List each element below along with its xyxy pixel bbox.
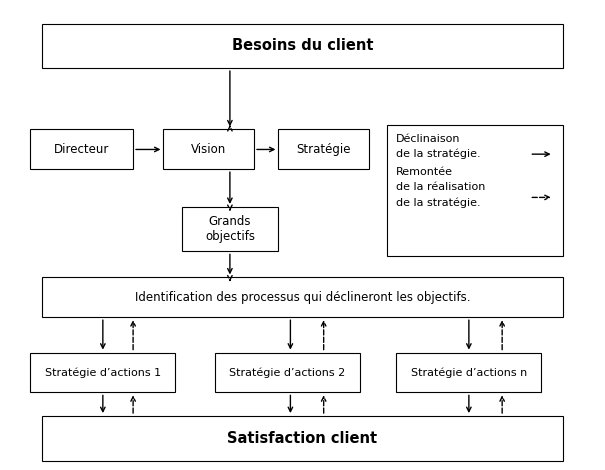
Text: Stratégie: Stratégie [296, 143, 351, 156]
Text: Remontée: Remontée [396, 166, 453, 177]
Text: Stratégie d’actions n: Stratégie d’actions n [411, 367, 527, 378]
Text: de la stratégie.: de la stratégie. [396, 149, 481, 159]
FancyBboxPatch shape [215, 352, 360, 392]
FancyBboxPatch shape [278, 129, 369, 169]
FancyBboxPatch shape [42, 277, 563, 317]
FancyBboxPatch shape [182, 207, 278, 251]
Text: Déclinaison: Déclinaison [396, 133, 461, 144]
FancyBboxPatch shape [42, 416, 563, 461]
Text: Stratégie d’actions 1: Stratégie d’actions 1 [45, 367, 161, 378]
FancyBboxPatch shape [30, 352, 175, 392]
FancyBboxPatch shape [42, 24, 563, 68]
Text: de la stratégie.: de la stratégie. [396, 197, 481, 208]
Text: Satisfaction client: Satisfaction client [227, 431, 378, 446]
Text: Grands
objectifs: Grands objectifs [205, 215, 255, 243]
Text: Vision: Vision [191, 143, 226, 156]
FancyBboxPatch shape [387, 125, 563, 256]
FancyBboxPatch shape [30, 129, 133, 169]
FancyBboxPatch shape [163, 129, 254, 169]
Text: Stratégie d’actions 2: Stratégie d’actions 2 [229, 367, 345, 378]
Text: Besoins du client: Besoins du client [232, 39, 373, 53]
Text: de la réalisation: de la réalisation [396, 182, 486, 192]
Text: Directeur: Directeur [54, 143, 110, 156]
Text: Identification des processus qui déclineront les objectifs.: Identification des processus qui décline… [135, 291, 470, 304]
FancyBboxPatch shape [396, 352, 541, 392]
